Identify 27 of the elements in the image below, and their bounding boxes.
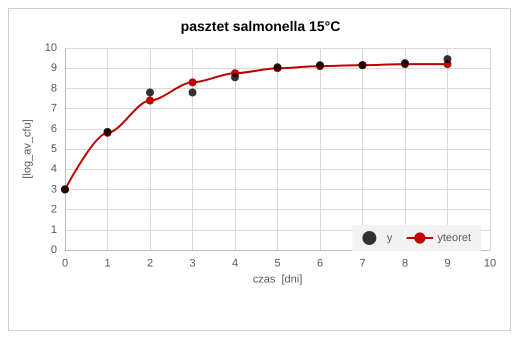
x-tick-label: 4	[232, 258, 238, 270]
x-tick-label: 2	[146, 258, 154, 270]
y-tick-label: 0	[50, 244, 57, 256]
y-tick-label: 1	[50, 224, 57, 236]
x-tick-label: 9	[444, 258, 451, 270]
x-tick-label: 7	[359, 258, 366, 270]
x-axis-title: czas [dni]	[252, 273, 302, 286]
x-tick-label: 1	[104, 258, 111, 270]
y-axis-title: [log_av_cfu]	[22, 119, 34, 179]
y-tick-label: 3	[50, 183, 57, 196]
x-tick-label: 10	[484, 258, 496, 270]
x-tick-label: 0	[62, 258, 68, 270]
legend-label: yteoret	[437, 232, 472, 244]
y-tick-label: 2	[50, 204, 57, 216]
x-tick-label: 6	[316, 258, 324, 270]
chart-title: pasztet salmonella 15°C	[180, 18, 340, 34]
x-tick-label: 3	[189, 258, 196, 270]
legend-label: y	[386, 232, 393, 244]
y-tick-label: 6	[50, 122, 57, 135]
y-tick-label: 5	[50, 143, 57, 155]
x-tick-label: 8	[402, 258, 408, 270]
y-tick-label: 9	[50, 62, 57, 74]
y-tick-label: 10	[44, 42, 57, 54]
x-tick-label: 5	[274, 258, 281, 270]
y-tick-label: 8	[50, 82, 57, 94]
y-tick-label: 7	[50, 102, 57, 115]
y-tick-label: 4	[50, 163, 57, 176]
